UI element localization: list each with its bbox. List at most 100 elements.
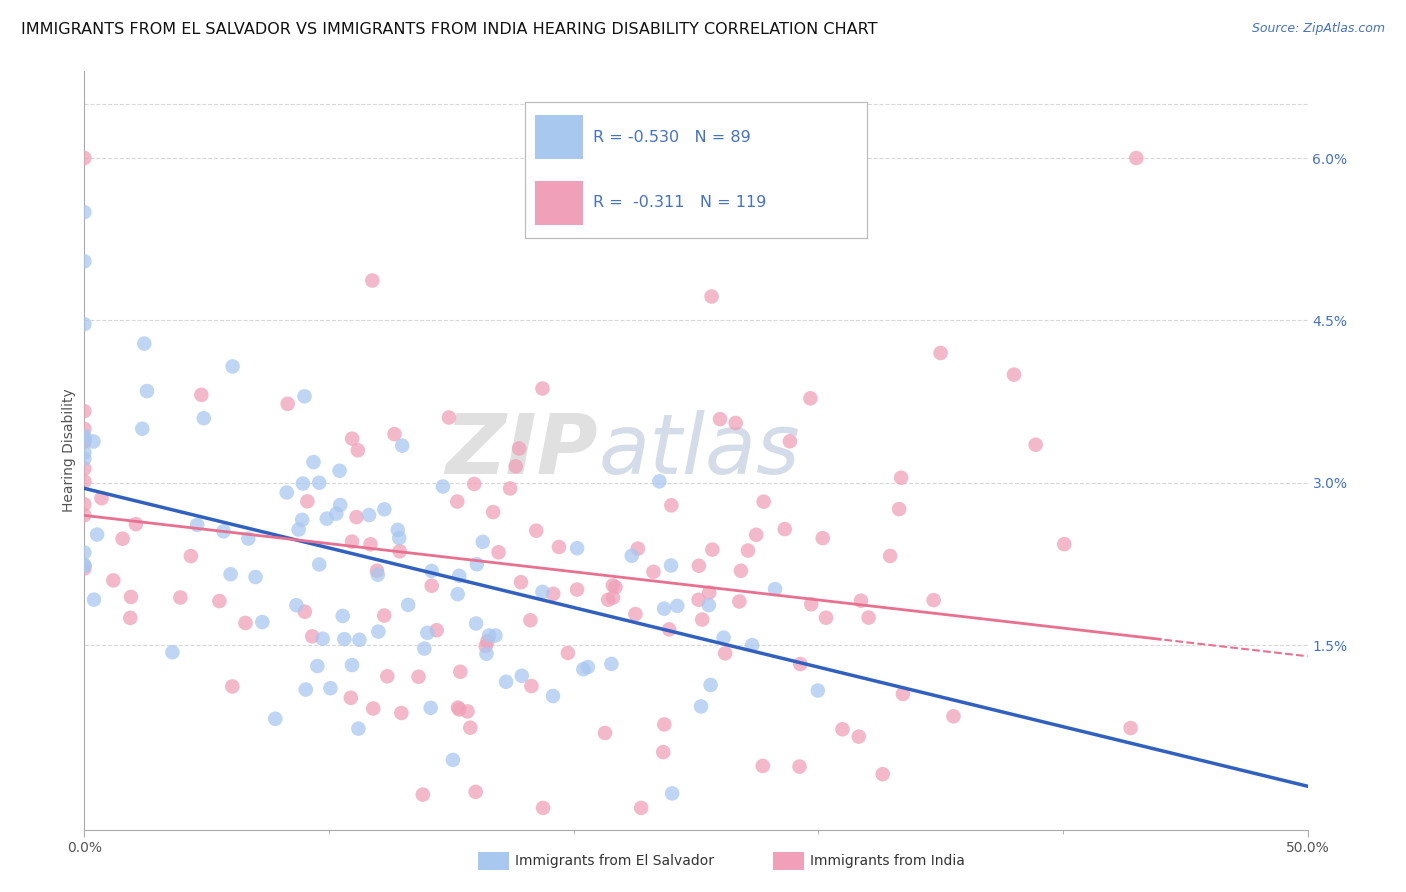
Point bbox=[420, 579, 443, 593]
Point bbox=[291, 476, 314, 491]
Point bbox=[891, 687, 914, 701]
Point bbox=[713, 631, 735, 645]
Point bbox=[477, 634, 499, 648]
Point bbox=[524, 524, 547, 538]
Point bbox=[741, 638, 763, 652]
Point bbox=[457, 705, 479, 719]
Point bbox=[464, 785, 486, 799]
Point bbox=[373, 502, 395, 516]
Point bbox=[301, 629, 323, 643]
Point bbox=[624, 607, 647, 621]
Point bbox=[745, 528, 768, 542]
Point bbox=[412, 788, 434, 802]
Point bbox=[359, 537, 381, 551]
Point bbox=[264, 712, 287, 726]
Point bbox=[73, 432, 96, 446]
Point bbox=[408, 670, 430, 684]
Point bbox=[73, 558, 96, 573]
Point bbox=[389, 706, 412, 720]
Point bbox=[396, 598, 419, 612]
Point bbox=[699, 678, 721, 692]
Point bbox=[373, 608, 395, 623]
Point bbox=[661, 786, 683, 800]
Point bbox=[752, 494, 775, 508]
Point bbox=[688, 592, 710, 607]
Point bbox=[484, 628, 506, 642]
Point bbox=[120, 611, 142, 625]
Point bbox=[593, 726, 616, 740]
Point bbox=[83, 592, 105, 607]
Point bbox=[465, 616, 488, 631]
Point bbox=[449, 702, 471, 716]
Point bbox=[73, 461, 96, 475]
Point bbox=[291, 513, 314, 527]
Point bbox=[333, 632, 356, 647]
Point bbox=[426, 624, 449, 638]
Point bbox=[531, 584, 554, 599]
Point bbox=[193, 411, 215, 425]
Point bbox=[612, 205, 634, 219]
Point bbox=[388, 544, 411, 558]
Point bbox=[541, 587, 564, 601]
Point bbox=[347, 722, 370, 736]
Point bbox=[235, 615, 257, 630]
Point bbox=[73, 151, 96, 165]
Point bbox=[799, 392, 821, 406]
Point bbox=[276, 485, 298, 500]
Point bbox=[419, 701, 441, 715]
Point bbox=[86, 527, 108, 541]
Point bbox=[831, 723, 853, 737]
Point bbox=[605, 580, 627, 594]
Point bbox=[848, 730, 870, 744]
Point bbox=[773, 522, 796, 536]
Point bbox=[887, 502, 910, 516]
Point bbox=[652, 601, 675, 615]
Point bbox=[509, 575, 531, 590]
Y-axis label: Hearing Disability: Hearing Disability bbox=[62, 389, 76, 512]
Point bbox=[519, 613, 541, 627]
Point bbox=[643, 565, 665, 579]
Point bbox=[319, 681, 342, 696]
Point bbox=[602, 591, 624, 605]
Point bbox=[357, 508, 380, 522]
Point bbox=[557, 646, 579, 660]
Point bbox=[134, 336, 156, 351]
Point bbox=[565, 582, 588, 597]
Point bbox=[449, 569, 471, 583]
Point bbox=[702, 542, 724, 557]
Point bbox=[652, 745, 675, 759]
Point bbox=[416, 625, 439, 640]
Point bbox=[131, 422, 153, 436]
Point bbox=[807, 683, 830, 698]
Point bbox=[737, 543, 759, 558]
Point bbox=[815, 610, 838, 624]
Point bbox=[73, 429, 96, 443]
Point bbox=[1025, 438, 1047, 452]
Point bbox=[620, 549, 643, 563]
Point bbox=[811, 531, 834, 545]
Point bbox=[541, 689, 564, 703]
Point bbox=[627, 541, 650, 556]
Point bbox=[475, 647, 498, 661]
Point bbox=[724, 416, 747, 430]
Point bbox=[367, 624, 389, 639]
Point bbox=[308, 558, 330, 572]
Point bbox=[779, 434, 801, 449]
Point bbox=[73, 445, 96, 459]
Point bbox=[879, 549, 901, 563]
Point bbox=[297, 494, 319, 508]
Point bbox=[1053, 537, 1076, 551]
Point bbox=[602, 578, 624, 592]
Point bbox=[73, 558, 96, 573]
Point bbox=[208, 594, 231, 608]
Point bbox=[471, 534, 494, 549]
Point bbox=[714, 646, 737, 660]
Point bbox=[447, 700, 470, 714]
Point bbox=[340, 534, 363, 549]
Text: Immigrants from El Salvador: Immigrants from El Salvador bbox=[515, 854, 714, 868]
Point bbox=[600, 657, 623, 671]
Point bbox=[520, 679, 543, 693]
Point bbox=[384, 427, 406, 442]
Point bbox=[763, 582, 786, 596]
Point bbox=[329, 498, 352, 512]
